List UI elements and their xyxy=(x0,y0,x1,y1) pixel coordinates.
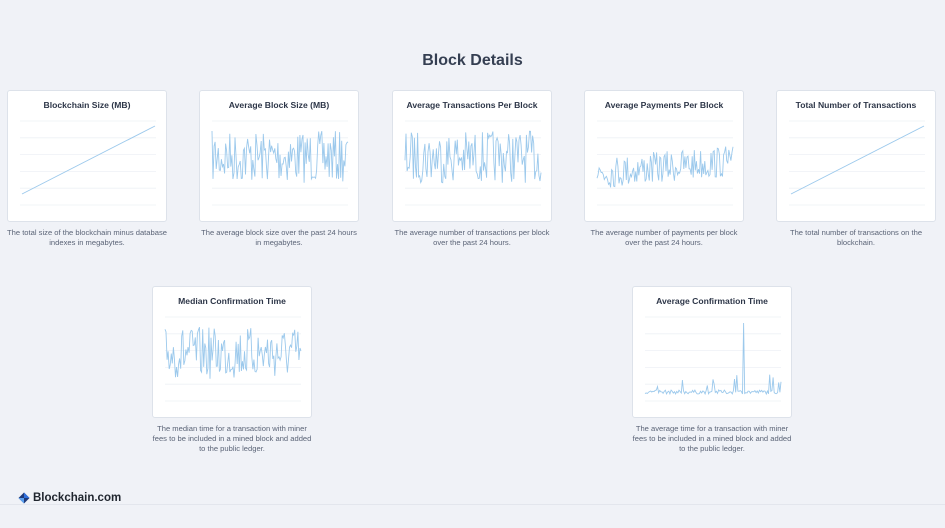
chart-card-total-number-of-transactions[interactable]: Total Number of Transactions xyxy=(776,90,936,222)
chart-card-average-confirmation-time[interactable]: Average Confirmation Time xyxy=(632,286,792,418)
card-title: Average Transactions Per Block xyxy=(393,100,551,110)
sparkline-chart xyxy=(8,91,168,223)
series-line xyxy=(791,126,924,194)
series-line xyxy=(405,131,541,183)
sparkline-chart xyxy=(633,287,793,419)
card-description: The average block size over the past 24 … xyxy=(199,228,359,248)
sparkline-chart xyxy=(153,287,313,419)
card-title: Average Payments Per Block xyxy=(585,100,743,110)
sparkline-chart xyxy=(200,91,360,223)
card-description: The average time for a transaction with … xyxy=(632,424,792,454)
chart-card-average-payments-per-block[interactable]: Average Payments Per Block xyxy=(584,90,744,222)
sparkline-chart xyxy=(585,91,745,223)
chart-card-blockchain-size[interactable]: Blockchain Size (MB) xyxy=(7,90,167,222)
sparkline-chart xyxy=(393,91,553,223)
footer-divider xyxy=(0,504,945,505)
series-line xyxy=(597,147,733,188)
card-title: Median Confirmation Time xyxy=(153,296,311,306)
card-title: Blockchain Size (MB) xyxy=(8,100,166,110)
chart-card-average-block-size[interactable]: Average Block Size (MB) xyxy=(199,90,359,222)
chart-card-average-transactions-per-block[interactable]: Average Transactions Per Block xyxy=(392,90,552,222)
blockchain-logo-icon xyxy=(18,492,30,504)
card-title: Average Block Size (MB) xyxy=(200,100,358,110)
card-title: Total Number of Transactions xyxy=(777,100,935,110)
brand-name: Blockchain.com xyxy=(33,492,121,504)
footer-brand[interactable]: Blockchain.com xyxy=(18,492,121,504)
card-description: The average number of payments per block… xyxy=(584,228,744,248)
card-title: Average Confirmation Time xyxy=(633,296,791,306)
series-line xyxy=(212,131,348,183)
card-description: The median time for a transaction with m… xyxy=(152,424,312,454)
page-title: Block Details xyxy=(0,52,945,70)
chart-card-median-confirmation-time[interactable]: Median Confirmation Time xyxy=(152,286,312,418)
card-description: The total size of the blockchain minus d… xyxy=(7,228,167,248)
series-line xyxy=(165,327,301,379)
card-description: The average number of transactions per b… xyxy=(392,228,552,248)
sparkline-chart xyxy=(777,91,937,223)
series-line xyxy=(22,126,155,194)
card-description: The total number of transactions on the … xyxy=(776,228,936,248)
